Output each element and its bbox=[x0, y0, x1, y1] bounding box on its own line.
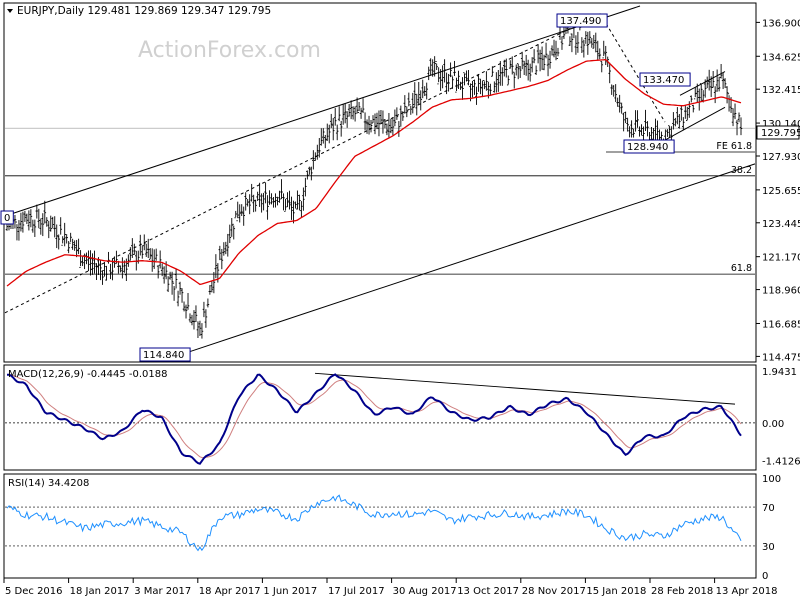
price-tick-label: 114.475 bbox=[762, 352, 800, 363]
price-tick-label: 123.445 bbox=[762, 219, 800, 230]
price-tick-label: 121.170 bbox=[762, 253, 800, 264]
price-tick-label: 118.960 bbox=[762, 286, 800, 297]
macd-tick-label: -1.4126 bbox=[762, 457, 800, 468]
rsi-title: RSI(14) 34.4208 bbox=[8, 478, 89, 489]
macd-indicator bbox=[5, 372, 755, 465]
date-tick-label: 1 Jun 2017 bbox=[263, 586, 317, 597]
macd-trend-line bbox=[314, 372, 736, 405]
swing-high-label-box bbox=[639, 72, 691, 87]
price-tick-label: 116.685 bbox=[762, 319, 800, 330]
date-tick-label: 28 Nov 2017 bbox=[522, 586, 586, 597]
macd-title: MACD(12,26,9) -0.4445 -0.0188 bbox=[8, 369, 168, 380]
price-callouts: 137.490 133.470 128.940 114.840 0 bbox=[0, 13, 691, 362]
date-tick-label: 18 Apr 2017 bbox=[199, 586, 261, 597]
macd-panel bbox=[3, 364, 757, 471]
price-tick-label: 134.625 bbox=[762, 52, 800, 63]
date-tick-label: 30 Aug 2017 bbox=[393, 586, 457, 597]
macd-axis: 1.9431 0.00 -1.4126 bbox=[762, 367, 800, 468]
date-tick-label: 13 Apr 2018 bbox=[716, 586, 778, 597]
rsi-panel bbox=[3, 473, 757, 579]
channel-lower-line bbox=[189, 163, 756, 353]
swing-low-label-box bbox=[623, 139, 675, 154]
swing-high-label: 133.470 bbox=[643, 75, 684, 86]
date-tick-label: 3 Mar 2017 bbox=[134, 586, 191, 597]
macd-tick-label: 0.00 bbox=[762, 419, 784, 430]
macd-line bbox=[7, 373, 742, 465]
price-tick-label: 125.655 bbox=[762, 186, 800, 197]
rsi-tick-label: 0 bbox=[762, 571, 768, 582]
fib-label: 38.2 bbox=[731, 165, 752, 176]
high-label: 137.490 bbox=[560, 16, 601, 27]
swing-low-label: 128.940 bbox=[627, 142, 668, 153]
left-cut-label-box bbox=[0, 210, 14, 225]
date-tick-label: 18 Jan 2017 bbox=[70, 586, 130, 597]
low-label: 114.840 bbox=[143, 350, 184, 361]
trend-channel bbox=[4, 5, 756, 353]
price-tick-label: 132.415 bbox=[762, 85, 800, 96]
ma-line bbox=[6, 58, 742, 287]
rsi-tick-label: 70 bbox=[762, 503, 775, 514]
rsi-axis: 100 70 30 0 bbox=[762, 474, 781, 582]
price-tick-label: 136.900 bbox=[762, 18, 800, 29]
rsi-tick-label: 30 bbox=[762, 542, 775, 553]
watermark: ActionForex.com bbox=[138, 38, 321, 63]
high-label-box bbox=[556, 13, 608, 28]
date-axis: 5 Dec 2016 18 Jan 2017 3 Mar 2017 18 Apr 20… bbox=[3, 578, 778, 597]
date-tick-label: 5 Dec 2016 bbox=[5, 586, 63, 597]
current-price-tag: 129.795 bbox=[756, 125, 800, 140]
current-price-label: 129.795 bbox=[761, 128, 800, 139]
price-axis: 136.900 134.625 132.415 130.140 127.930 125.6… bbox=[756, 18, 800, 363]
date-tick-label: 13 Oct 2017 bbox=[457, 586, 519, 597]
price-tick-label: 130.140 bbox=[762, 119, 800, 130]
low-label-box bbox=[139, 347, 191, 362]
fib-label: 61.8 bbox=[731, 263, 752, 274]
rsi-indicator bbox=[5, 494, 755, 552]
macd-signal-line bbox=[7, 374, 742, 459]
left-cut-label: 0 bbox=[4, 213, 10, 224]
fib-label: FE 61.8 bbox=[716, 141, 752, 152]
wedge-lower-line bbox=[664, 106, 726, 141]
macd-tick-label: 1.9431 bbox=[762, 367, 797, 378]
price-panel bbox=[3, 2, 757, 363]
rsi-tick-label: 100 bbox=[762, 474, 781, 485]
symbol-header: EURJPY,Daily 129.481 129.869 129.347 129… bbox=[17, 5, 271, 17]
moving-average bbox=[6, 58, 742, 287]
channel-upper-line bbox=[4, 5, 641, 217]
date-tick-label: 15 Jan 2018 bbox=[586, 586, 646, 597]
date-tick-label: 17 Jul 2017 bbox=[328, 586, 385, 597]
price-tick-label: 127.930 bbox=[762, 152, 800, 163]
dropdown-triangle-icon[interactable] bbox=[7, 9, 13, 13]
rsi-line bbox=[6, 494, 742, 552]
date-tick-label: 28 Feb 2018 bbox=[651, 586, 713, 597]
